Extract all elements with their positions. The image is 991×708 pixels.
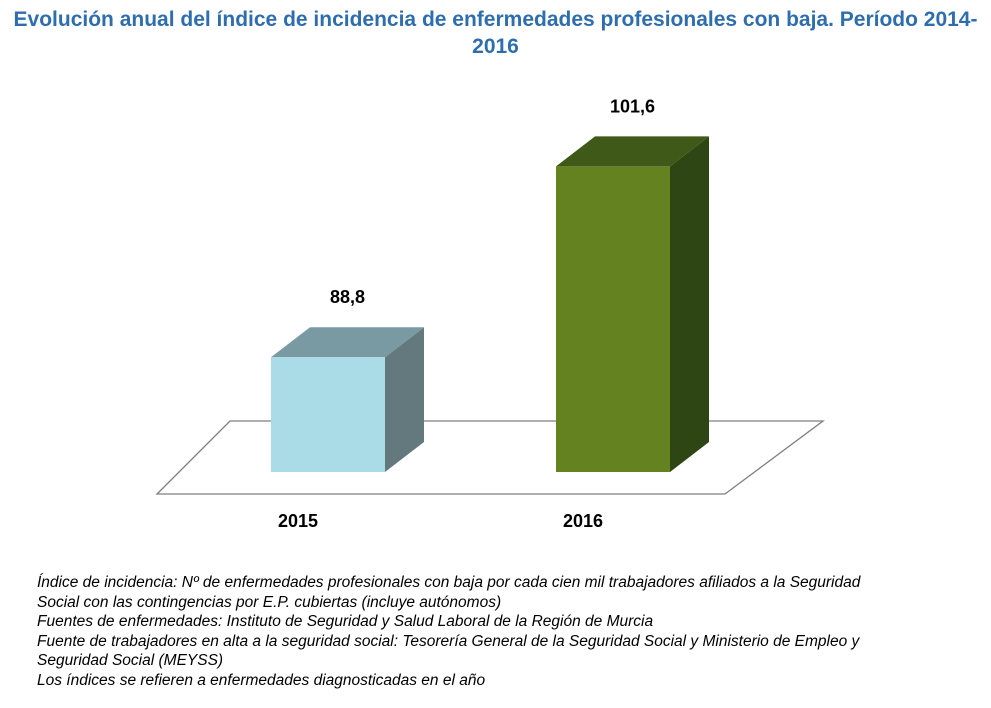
- bar-2015: [271, 357, 385, 472]
- bar-chart: 88,8 2015 101,6 2016: [155, 96, 825, 531]
- bar-2016: [556, 166, 670, 472]
- footnote: Seguridad Social (MEYSS): [37, 652, 224, 669]
- bar-side: [385, 327, 424, 472]
- footnote: Social con las contingencias por E.P. cu…: [37, 593, 502, 611]
- footnotes: Índice de incidencia: Nº de enfermedades…: [37, 573, 957, 690]
- data-label: 88,8: [330, 287, 365, 307]
- chart-floor: [155, 420, 825, 495]
- x-tick-label: 2015: [278, 511, 318, 531]
- footnote: Índice de incidencia: Nº de enfermedades…: [37, 574, 861, 591]
- x-tick-label: 2016: [563, 511, 603, 531]
- bar-side: [670, 136, 709, 472]
- footnote: Fuentes de enfermedades: Instituto de Se…: [37, 613, 654, 630]
- footnote: Los índices se refieren a enfermedades d…: [37, 671, 486, 689]
- footnote: Fuente de trabajadores en alta a la segu…: [37, 632, 860, 650]
- data-label: 101,6: [610, 96, 655, 116]
- bar-top: [271, 327, 424, 358]
- bar-top: [556, 136, 709, 167]
- chart-title: Evolución anual del índice de incidencia…: [13, 8, 978, 58]
